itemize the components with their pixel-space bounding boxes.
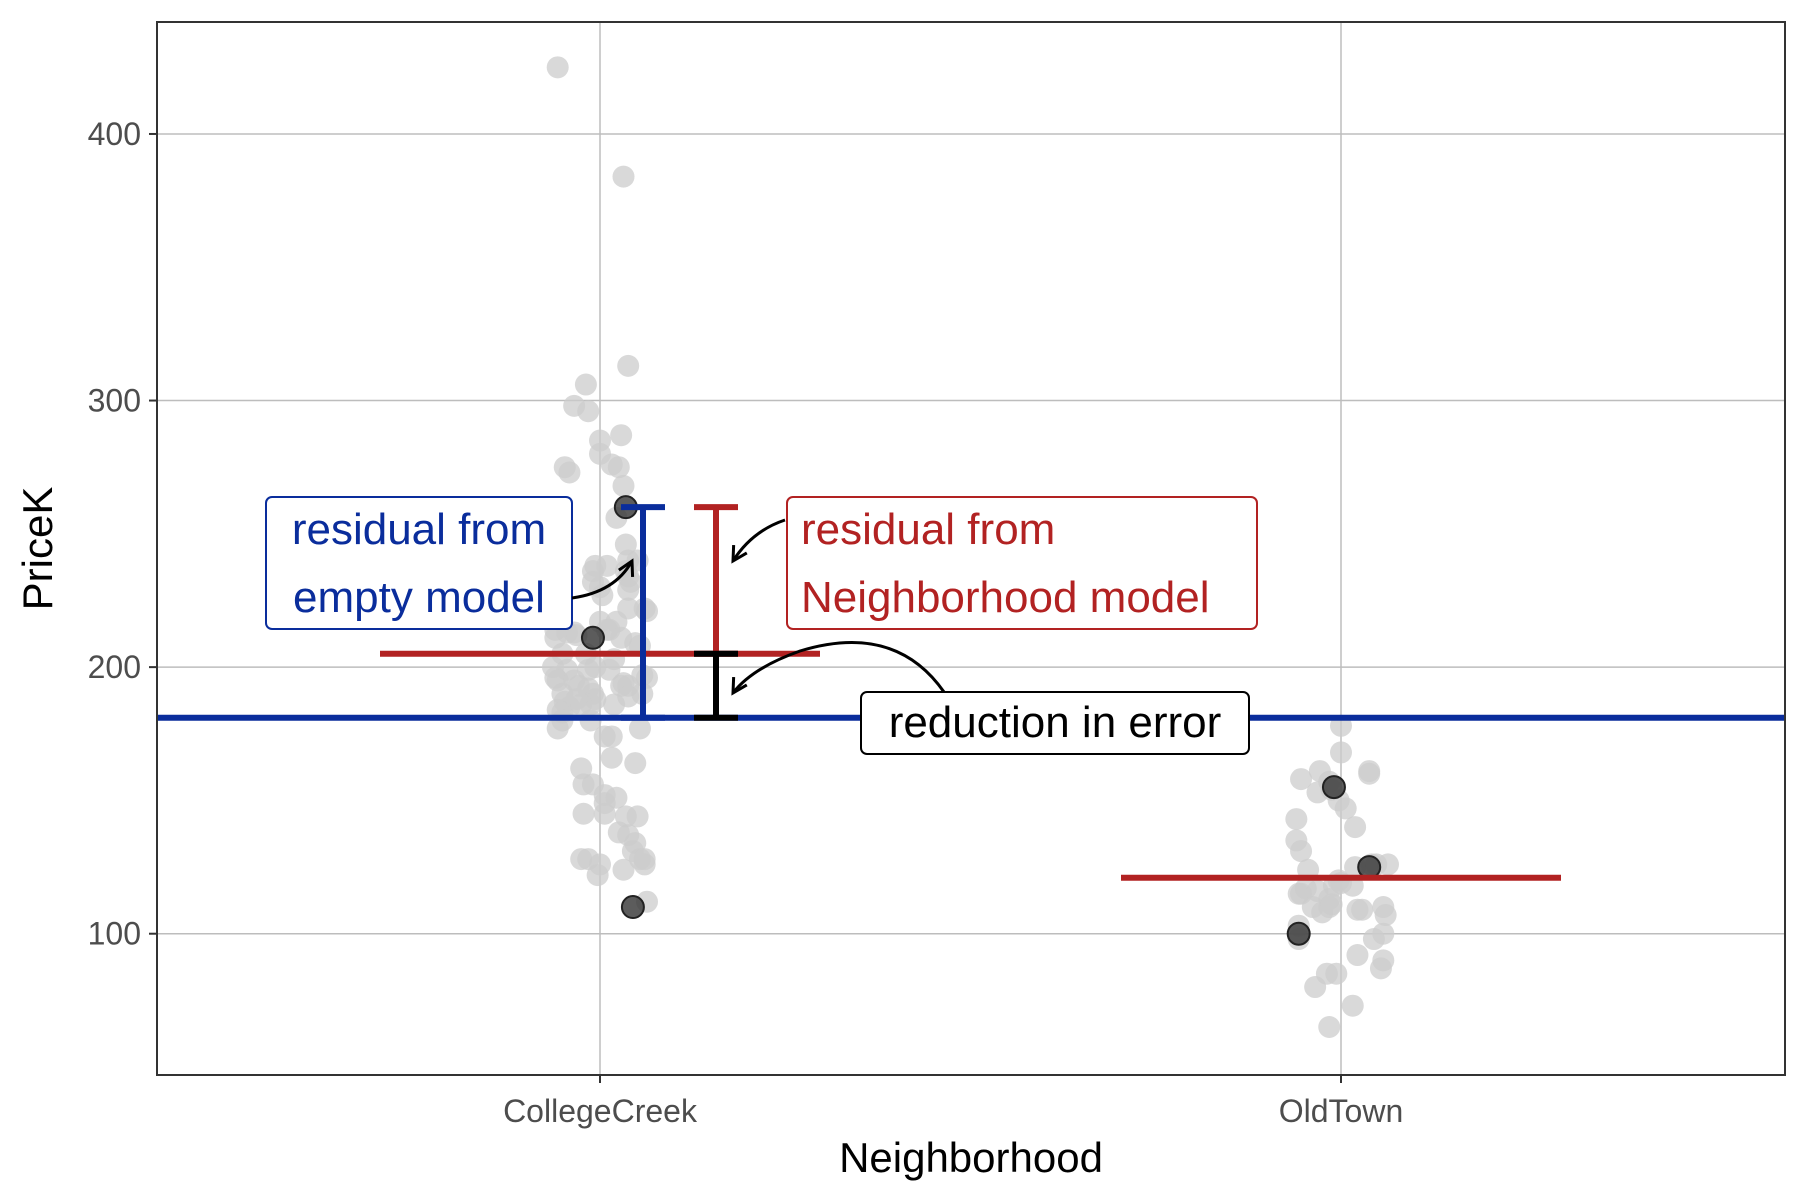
annotation-empty-model-line1: residual from <box>292 505 546 554</box>
data-point <box>1344 816 1367 839</box>
x-axis-title: Neighborhood <box>839 1134 1103 1181</box>
annotation-neighborhood-model-line2: Neighborhood model <box>801 573 1210 622</box>
annotation-empty-model-line2: empty model <box>293 573 545 622</box>
arrow-reduction-curve <box>731 641 946 694</box>
annotations: residual from empty model residual from … <box>265 496 1258 755</box>
data-point <box>570 693 593 716</box>
arrow-neighborhood-model-curve <box>731 518 786 562</box>
annotation-arrows <box>571 518 946 696</box>
data-point <box>1351 898 1374 921</box>
highlighted-point <box>1321 775 1346 800</box>
data-point <box>605 786 628 809</box>
data-point <box>617 578 640 601</box>
annotation-neighborhood-model-box <box>786 496 1258 630</box>
highlighted-point <box>620 895 645 920</box>
data-point <box>1341 994 1364 1017</box>
data-point <box>624 752 647 775</box>
highlighted-point <box>1286 921 1311 946</box>
data-point <box>1285 808 1308 831</box>
data-point <box>591 584 614 607</box>
data-point <box>607 456 630 479</box>
y-tick-label: 400 <box>88 116 141 152</box>
x-tick-label: OldTown <box>1279 1093 1404 1129</box>
data-point <box>600 746 623 769</box>
y-axis-title: PriceK <box>14 487 61 611</box>
data-point <box>626 805 649 828</box>
data-point <box>612 474 635 497</box>
data-point <box>1290 768 1313 791</box>
data-point <box>1330 741 1352 764</box>
data-points <box>542 56 1399 1039</box>
data-point <box>574 373 597 396</box>
y-tick-label: 300 <box>88 383 141 419</box>
data-point <box>572 802 595 825</box>
empty-model-residual-bar <box>621 504 665 721</box>
data-point <box>1320 893 1343 916</box>
data-point <box>1325 962 1348 985</box>
data-point <box>628 717 651 740</box>
highlighted-point <box>580 625 605 650</box>
data-point <box>546 717 569 740</box>
data-point <box>1358 762 1381 785</box>
data-point <box>577 658 600 681</box>
reduction-error-bar <box>694 650 738 721</box>
arrow-empty-model-curve <box>571 560 634 600</box>
y-tick-label: 200 <box>88 649 141 685</box>
arrow-empty-model-head <box>618 558 635 578</box>
panel-border <box>156 21 1786 1076</box>
data-point <box>1374 904 1397 927</box>
data-point <box>612 858 635 881</box>
axis-ticks: 100 200 300 400 CollegeCreek OldTown <box>88 116 1404 1129</box>
data-point <box>596 554 619 577</box>
data-point <box>1369 957 1392 980</box>
data-point <box>603 693 626 716</box>
data-point <box>1377 853 1399 876</box>
annotation-reduction-box <box>860 691 1250 755</box>
data-point <box>600 725 623 748</box>
data-point <box>1334 797 1357 820</box>
arrow-reduction-head <box>731 676 748 696</box>
annotation-neighborhood-model: residual from Neighborhood model <box>786 496 1258 630</box>
data-point <box>610 424 633 447</box>
data-point <box>633 848 656 871</box>
y-tick-label: 100 <box>88 916 141 952</box>
data-point <box>1318 1016 1341 1039</box>
annotation-reduction-text: reduction in error <box>889 698 1222 747</box>
data-point <box>558 461 581 484</box>
data-point <box>1362 928 1385 951</box>
data-point <box>1290 840 1313 863</box>
annotation-empty-model: residual from empty model <box>265 496 573 630</box>
data-point <box>598 658 621 681</box>
data-point <box>546 56 569 79</box>
data-point <box>1346 944 1369 967</box>
data-point <box>617 354 640 377</box>
annotation-empty-model-box <box>265 496 573 630</box>
x-tick-label: CollegeCreek <box>503 1093 698 1129</box>
data-point <box>586 864 609 887</box>
data-point <box>593 802 616 825</box>
annotation-reduction: reduction in error <box>860 691 1250 755</box>
arrow-neighborhood-model-head <box>731 544 748 564</box>
annotation-neighborhood-model-line1: residual from <box>801 505 1055 554</box>
data-point <box>612 165 635 188</box>
data-point <box>636 600 658 623</box>
data-point <box>577 400 600 423</box>
